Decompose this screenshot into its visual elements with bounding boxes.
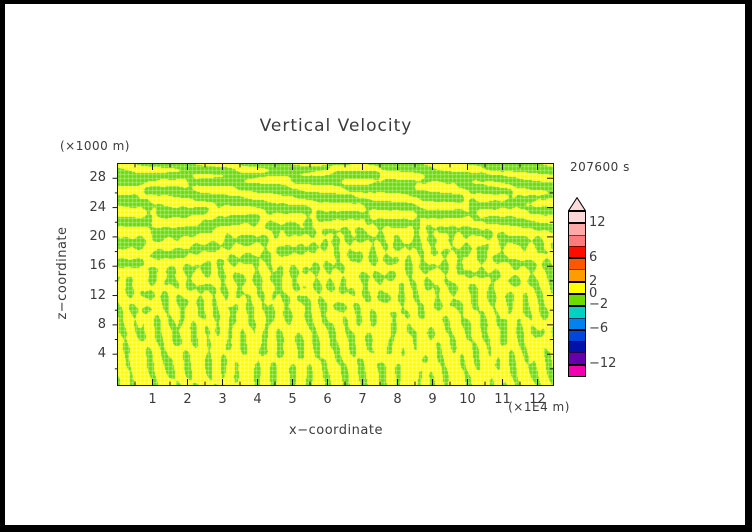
colorbar-band--12-to--10 [569,352,585,364]
x-axis-title: x−coordinate [289,423,383,438]
colorbar [568,211,586,377]
colorbar-band--2-to-0 [569,292,585,306]
contour-field-canvas [118,164,553,385]
colorbar-band-12-to-14 [569,212,585,223]
colorbar-band--4-to--2 [569,305,585,318]
time-stamp-label: 207600 s [570,160,630,174]
z-axis-unit-label: (×1000 m) [60,139,130,153]
contour-plot-area [117,163,554,386]
colorbar-band-8-to-10 [569,234,585,246]
colorbar-band--14-to--12 [569,363,585,376]
z-axis-title: z−coordinate [55,226,70,320]
colorbar-band-2-to-4 [569,269,585,281]
colorbar-arrow-cap [568,197,586,211]
x-axis-unit-label: (×1E4 m) [508,400,570,414]
colorbar-band-10-to-12 [569,222,585,235]
colorbar-band-4-to-6 [569,257,585,270]
colorbar-band-0-to-2 [569,280,585,293]
colorbar-band--10-to--8 [569,341,585,353]
plot-title: Vertical Velocity [259,116,413,136]
colorbar-band--8-to--6 [569,328,585,342]
colorbar-band--6-to--4 [569,317,585,329]
colorbar-band-6-to-8 [569,245,585,258]
